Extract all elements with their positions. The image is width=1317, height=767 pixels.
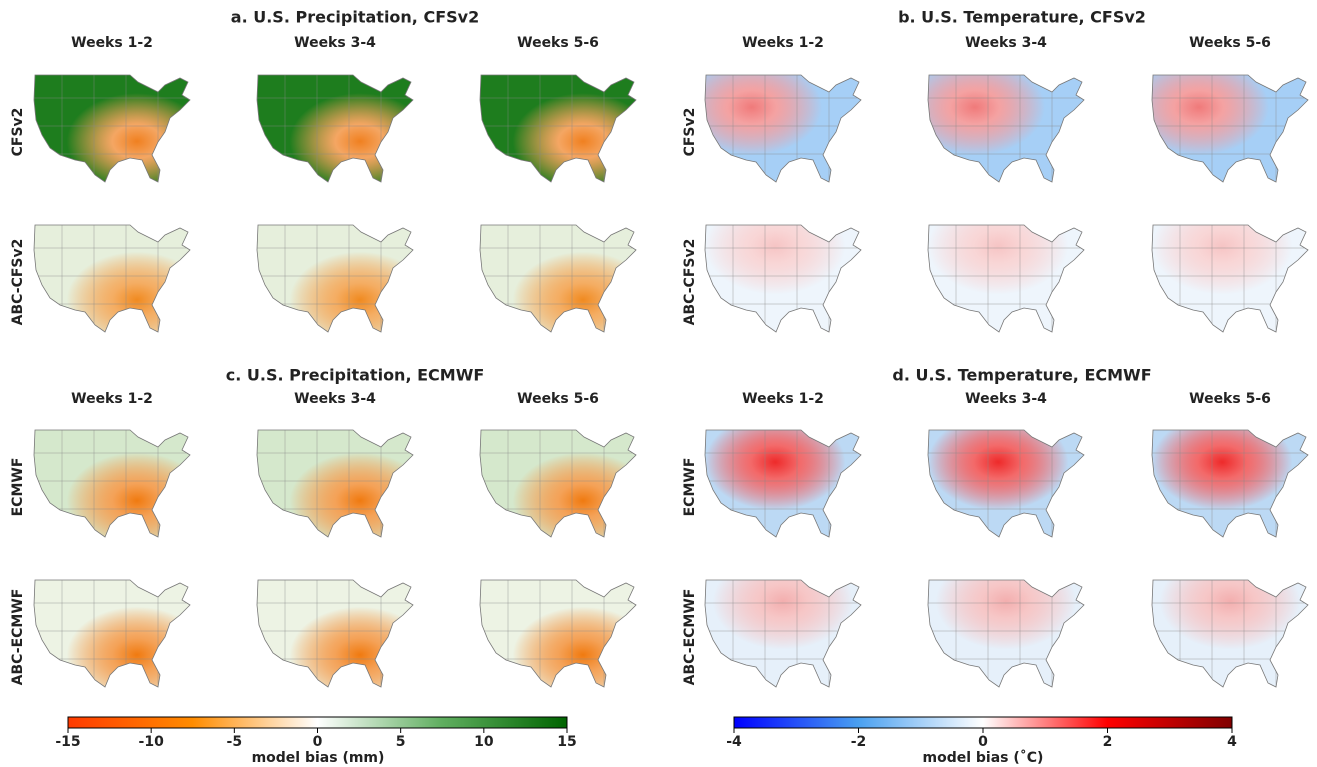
map: [256, 74, 414, 183]
column-header: Weeks 1-2: [71, 391, 153, 407]
column-header: Weeks 5-6: [517, 391, 599, 407]
us-map: [256, 74, 414, 183]
us-map: [479, 224, 637, 333]
panel-title: c. U.S. Precipitation, ECMWF: [226, 366, 485, 385]
map: [1151, 224, 1309, 333]
row-label: ECMWF: [10, 458, 26, 517]
row-label: ABC-ECMWF: [682, 589, 698, 686]
us-map: [927, 429, 1085, 538]
us-map: [1151, 224, 1309, 333]
map: [1151, 579, 1309, 688]
us-map: [33, 74, 191, 183]
map: [479, 429, 637, 538]
map: [927, 579, 1085, 688]
column-header: Weeks 1-2: [742, 391, 824, 407]
colorbar-label: model bias (˚C): [923, 749, 1044, 766]
colorbar-tick-label: -5: [227, 734, 243, 750]
us-map: [33, 224, 191, 333]
colorbar: [733, 716, 1233, 729]
column-header: Weeks 3-4: [294, 391, 376, 407]
us-map: [33, 429, 191, 538]
colorbar-tick-label: 10: [474, 734, 494, 750]
column-header: Weeks 5-6: [517, 35, 599, 51]
us-map: [704, 74, 862, 183]
map: [33, 579, 191, 688]
map: [1151, 74, 1309, 183]
column-header: Weeks 5-6: [1189, 391, 1271, 407]
colorbar-tick-label: 0: [313, 734, 323, 750]
map: [704, 579, 862, 688]
map: [479, 224, 637, 333]
colorbar-tick-label: -15: [55, 734, 80, 750]
us-map: [704, 429, 862, 538]
map: [927, 74, 1085, 183]
us-map: [256, 429, 414, 538]
colorbar: [67, 716, 568, 729]
us-map: [704, 224, 862, 333]
map: [704, 224, 862, 333]
column-header: Weeks 5-6: [1189, 35, 1271, 51]
row-label: ABC-ECMWF: [10, 589, 26, 686]
panel-title: a. U.S. Precipitation, CFSv2: [231, 8, 479, 27]
panel-title: d. U.S. Temperature, ECMWF: [892, 366, 1151, 385]
map: [704, 429, 862, 538]
panel-title: b. U.S. Temperature, CFSv2: [898, 8, 1146, 27]
map: [479, 74, 637, 183]
row-label: ABC-CFSv2: [682, 239, 698, 326]
map: [927, 429, 1085, 538]
colorbar-label: model bias (mm): [252, 750, 385, 766]
us-map: [927, 224, 1085, 333]
column-header: Weeks 3-4: [965, 35, 1047, 51]
colorbar-tick-label: 15: [557, 734, 576, 750]
us-map: [704, 579, 862, 688]
us-map: [927, 579, 1085, 688]
map: [256, 579, 414, 688]
column-header: Weeks 1-2: [71, 35, 153, 51]
us-map: [479, 579, 637, 688]
colorbar-tick-label: -2: [851, 734, 867, 750]
map: [479, 579, 637, 688]
row-label: CFSv2: [10, 108, 26, 157]
colorbar-tick-label: 4: [1227, 734, 1237, 750]
colorbar-tick-label: -10: [139, 734, 165, 750]
us-map: [479, 429, 637, 538]
us-map: [1151, 579, 1309, 688]
map: [704, 74, 862, 183]
us-map: [479, 74, 637, 183]
colorbar-tick-label: -4: [726, 734, 742, 750]
column-header: Weeks 3-4: [294, 35, 376, 51]
map: [33, 429, 191, 538]
map: [1151, 429, 1309, 538]
row-label: ABC-CFSv2: [10, 239, 26, 326]
us-map: [1151, 74, 1309, 183]
us-map: [33, 579, 191, 688]
colorbar-tick-label: 2: [1103, 734, 1113, 750]
map: [256, 429, 414, 538]
column-header: Weeks 1-2: [742, 35, 824, 51]
row-label: CFSv2: [682, 108, 698, 157]
us-map: [1151, 429, 1309, 538]
map: [927, 224, 1085, 333]
us-map: [256, 579, 414, 688]
colorbar-tick-label: 5: [396, 734, 406, 750]
map: [256, 224, 414, 333]
row-label: ECMWF: [682, 458, 698, 517]
map: [33, 224, 191, 333]
us-map: [256, 224, 414, 333]
colorbar-tick-label: 0: [978, 734, 988, 750]
map: [33, 74, 191, 183]
column-header: Weeks 3-4: [965, 391, 1047, 407]
us-map: [927, 74, 1085, 183]
